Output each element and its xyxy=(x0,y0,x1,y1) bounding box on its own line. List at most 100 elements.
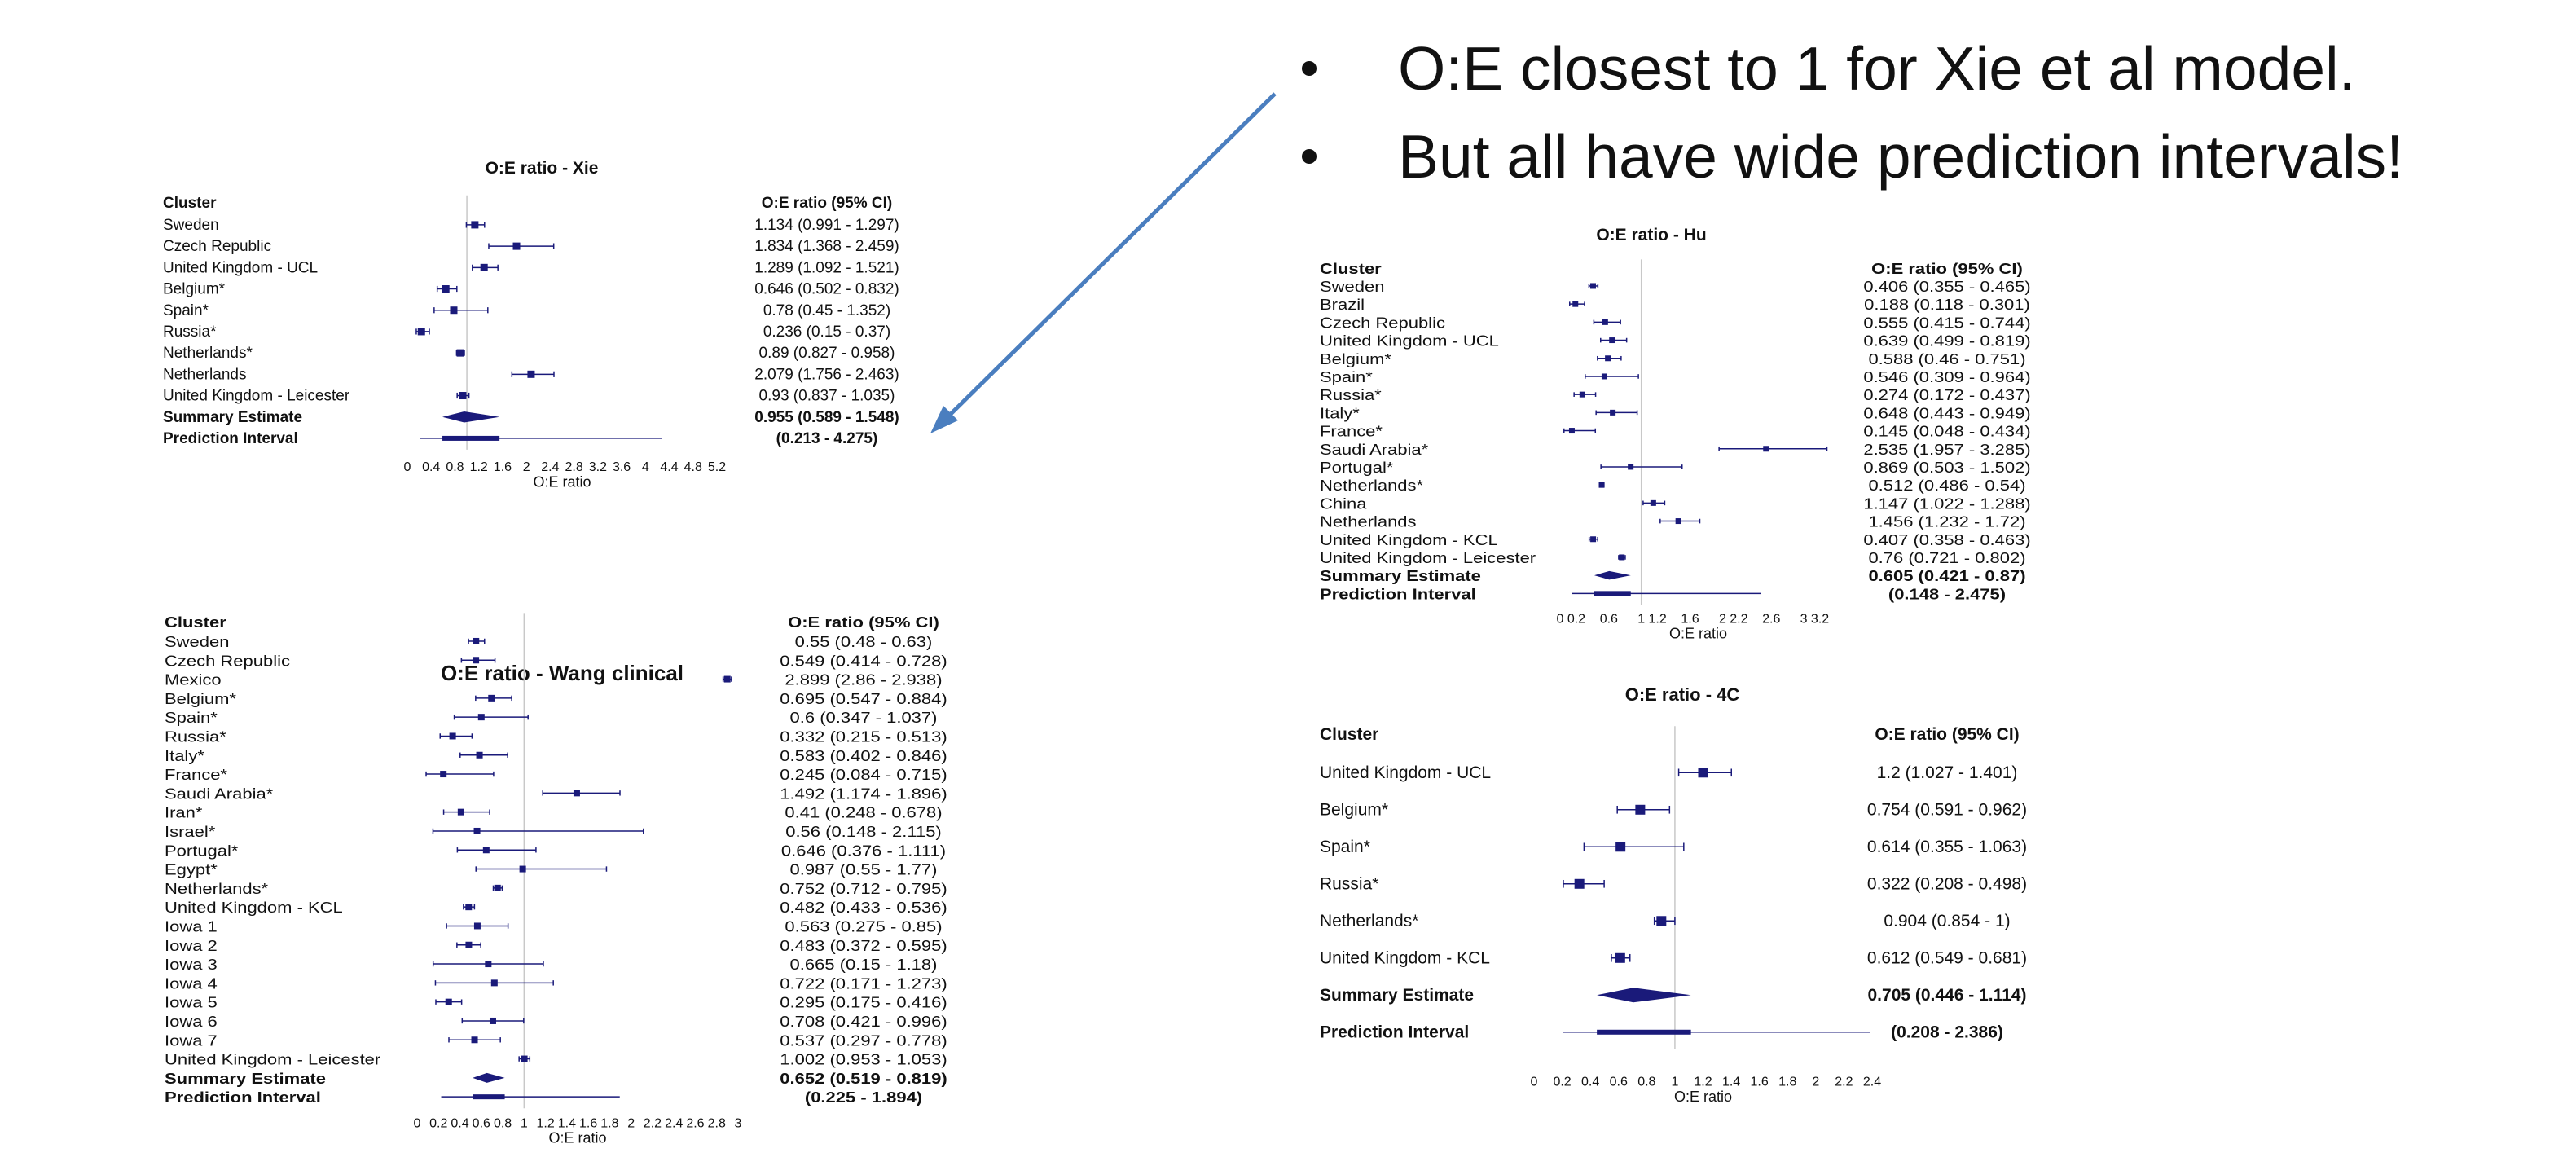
row-ci-value: 0.614 (0.355 - 1.063) xyxy=(1867,838,2027,856)
summary-ci-value: 0.652 (0.519 - 0.819) xyxy=(780,1071,947,1088)
row-label: Netherlands* xyxy=(1320,477,1423,495)
row-ci-value: 0.752 (0.712 - 0.795) xyxy=(780,882,947,898)
point-estimate-marker xyxy=(1615,842,1626,852)
axis-tick-label: 1 xyxy=(1671,1076,1678,1089)
row-label: Russia* xyxy=(1320,387,1382,404)
axis-tick-label: 0.2 xyxy=(1567,612,1585,626)
row-ci-value: 0.78 (0.45 - 1.352) xyxy=(763,302,890,319)
axis-tick-label: 2.4 xyxy=(541,460,559,474)
axis-tick-label: 2.2 xyxy=(644,1116,662,1130)
plot-title: O:E ratio - Hu xyxy=(1596,226,1706,244)
row-ci-value: 1.834 (1.368 - 2.459) xyxy=(754,238,899,255)
point-estimate-marker xyxy=(1675,518,1681,525)
axis-tick-label: 2.4 xyxy=(1863,1076,1881,1089)
row-label: United Kingdom - Leicester xyxy=(1320,549,1536,566)
axis-tick-label: 0.4 xyxy=(1581,1076,1599,1089)
axis-tick-label: 1.2 xyxy=(536,1116,554,1130)
prediction-label: Prediction Interval xyxy=(165,1090,321,1106)
prediction-interval-band xyxy=(442,435,500,441)
axis-tick-label: 1.8 xyxy=(1778,1076,1796,1089)
point-estimate-marker xyxy=(573,790,580,797)
point-estimate-marker xyxy=(1572,301,1579,307)
summary-diamond xyxy=(442,411,500,423)
point-estimate-marker xyxy=(1579,391,1585,398)
point-estimate-marker xyxy=(465,904,473,911)
axis-tick-label: 1.6 xyxy=(1751,1076,1769,1089)
row-ci-value: 0.537 (0.297 - 0.778) xyxy=(780,1033,947,1049)
point-estimate-marker xyxy=(1698,768,1708,778)
row-label: Belgium* xyxy=(165,692,236,708)
axis-tick-label: 1.6 xyxy=(1681,612,1699,626)
point-estimate-marker xyxy=(1601,373,1607,380)
axis-tick-label: 4.8 xyxy=(684,460,702,474)
point-estimate-marker xyxy=(473,922,481,930)
row-label: Brazil xyxy=(1320,297,1365,314)
prediction-interval-band xyxy=(1597,1029,1691,1035)
row-label: Netherlands* xyxy=(163,345,253,362)
point-estimate-marker xyxy=(1635,804,1646,815)
point-estimate-marker xyxy=(449,732,456,740)
axis-tick-label: 0 xyxy=(1531,1076,1538,1089)
row-ci-value: 0.588 (0.46 - 0.751) xyxy=(1868,350,2025,367)
axis-tick-label: 1.6 xyxy=(579,1116,597,1130)
point-estimate-marker xyxy=(1610,409,1616,416)
row-label: United Kingdom - KCL xyxy=(165,900,343,917)
summary-label: Summary Estimate xyxy=(165,1071,326,1088)
axis-tick-label: 1 xyxy=(1637,612,1645,626)
row-ci-value: 1.147 (1.022 - 1.288) xyxy=(1863,495,2030,513)
prediction-label: Prediction Interval xyxy=(163,430,298,447)
summary-diamond xyxy=(1594,570,1631,580)
row-ci-value: 0.482 (0.433 - 0.536) xyxy=(780,900,947,917)
point-estimate-marker xyxy=(471,1036,478,1044)
forest-plot-2: O:E ratio - Wang clinical Cluster O:E rati… xyxy=(165,613,947,1146)
point-estimate-marker xyxy=(488,694,495,702)
axis-tick-label: 0.6 xyxy=(1610,1076,1628,1089)
bullet-list: O:E closest to 1 for Xie et al model. Bu… xyxy=(1295,24,2566,200)
axis-tick-label: 0.4 xyxy=(451,1116,468,1130)
column-header-ci: O:E ratio (95% CI) xyxy=(762,195,892,212)
axis-tick-label: 0.8 xyxy=(446,460,464,474)
row-label: Egypt* xyxy=(165,862,218,878)
row-ci-value: 1.456 (1.232 - 1.72) xyxy=(1868,513,2025,530)
row-label: United Kingdom - KCL xyxy=(1320,949,1490,968)
row-label: Spain* xyxy=(163,302,209,319)
row-ci-value: 0.583 (0.402 - 0.846) xyxy=(780,749,947,765)
row-ci-value: 0.512 (0.486 - 0.54) xyxy=(1868,477,2025,495)
row-label: Iowa 7 xyxy=(165,1033,218,1049)
row-label: Iowa 3 xyxy=(165,957,218,974)
point-estimate-marker xyxy=(1763,446,1769,452)
row-ci-value: 0.188 (0.118 - 0.301) xyxy=(1864,297,2030,314)
forest-plot-4: O:E ratio - 4C Cluster O:E ratio (95% CI) U… xyxy=(1320,684,2027,1105)
row-ci-value: 0.987 (0.55 - 1.77) xyxy=(790,862,938,878)
axis-tick-label: 0.8 xyxy=(1637,1076,1655,1089)
bullet-dot-icon xyxy=(1302,61,1317,76)
row-ci-value: 0.89 (0.827 - 0.958) xyxy=(759,345,895,362)
row-ci-value: 0.406 (0.355 - 0.465) xyxy=(1863,278,2030,295)
row-ci-value: 0.483 (0.372 - 0.595) xyxy=(780,939,947,955)
row-ci-value: 1.002 (0.953 - 1.053) xyxy=(780,1052,947,1068)
row-ci-value: 0.6 (0.347 - 1.037) xyxy=(790,710,938,727)
point-estimate-marker xyxy=(465,941,473,948)
column-header-ci: O:E ratio (95% CI) xyxy=(1875,725,2019,744)
row-ci-value: 0.555 (0.415 - 0.744) xyxy=(1863,315,2030,332)
prediction-ci-value: (0.213 - 4.275) xyxy=(776,430,878,447)
row-label: Iowa 2 xyxy=(165,939,218,955)
row-label: France* xyxy=(1320,423,1383,440)
point-estimate-marker xyxy=(723,675,731,683)
row-label: Netherlands* xyxy=(1320,912,1418,930)
point-estimate-marker xyxy=(1589,283,1596,289)
point-estimate-marker xyxy=(494,884,501,891)
row-ci-value: 0.904 (0.854 - 1) xyxy=(1884,912,2010,930)
point-estimate-marker xyxy=(490,979,498,987)
axis-tick-label: 3 xyxy=(735,1116,742,1130)
bullet-text: But all have wide prediction intervals! xyxy=(1398,122,2403,191)
axis-tick-label: 3.6 xyxy=(613,460,631,474)
point-estimate-marker xyxy=(1615,952,1625,963)
row-ci-value: 0.695 (0.547 - 0.884) xyxy=(780,692,947,708)
row-label: Iowa 5 xyxy=(165,995,218,1011)
bullet-item: But all have wide prediction intervals! xyxy=(1295,112,2566,200)
point-estimate-marker xyxy=(480,263,488,271)
row-ci-value: 0.295 (0.175 - 0.416) xyxy=(780,995,947,1011)
point-estimate-marker xyxy=(457,808,464,816)
